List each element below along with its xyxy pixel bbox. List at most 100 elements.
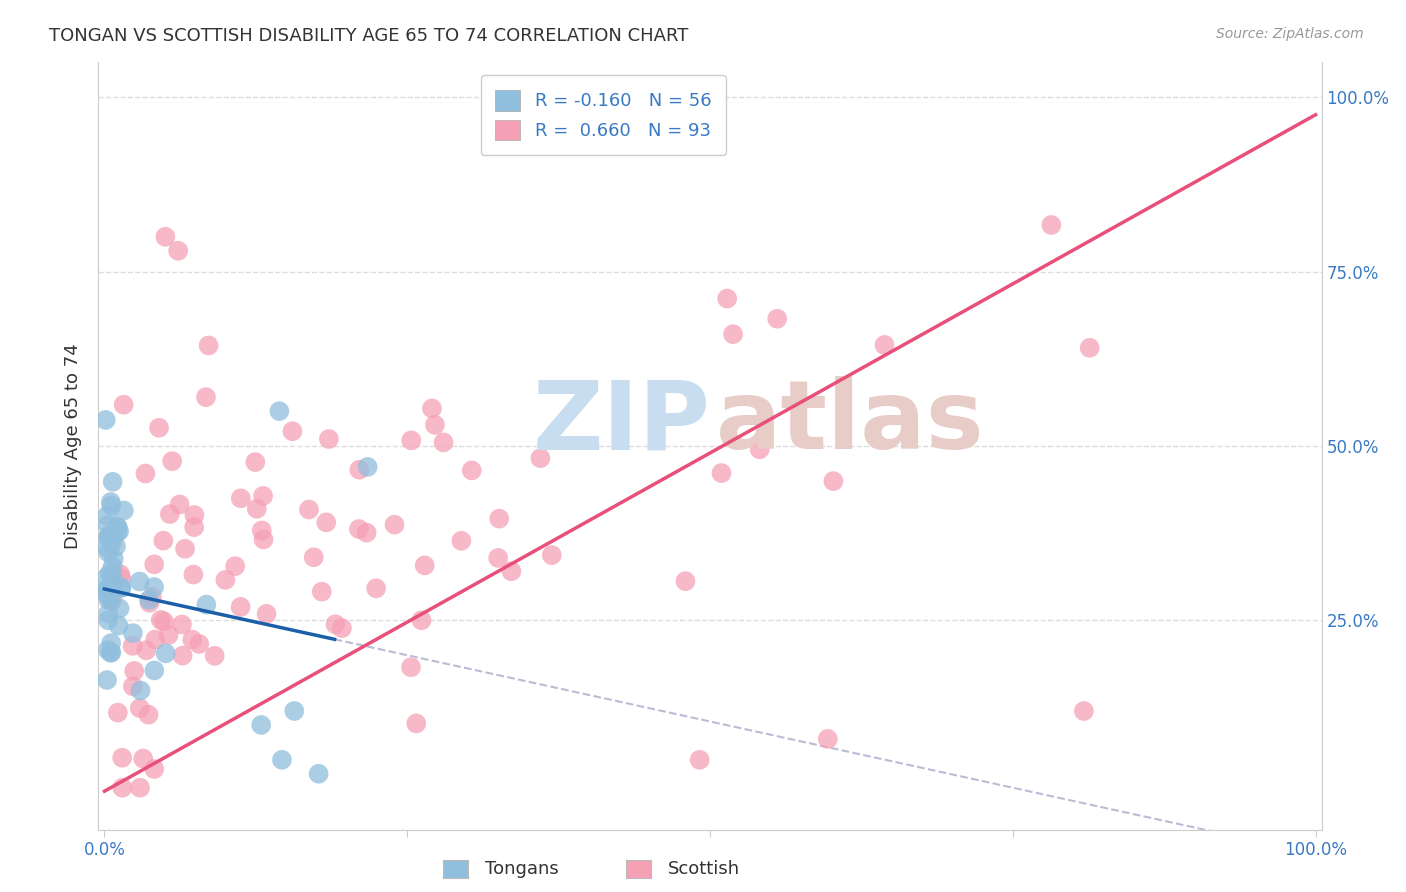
Point [214, 573, 236, 587]
Point [134, 467, 156, 481]
Point [121, 679, 143, 693]
Point [96, 540, 118, 554]
Point [96, 673, 118, 687]
Point [298, 502, 321, 516]
Point [128, 574, 150, 589]
Point [112, 503, 135, 517]
Point [132, 751, 155, 765]
Point [97, 530, 120, 544]
Point [103, 552, 125, 566]
Point [98, 528, 121, 542]
Point [97, 643, 120, 657]
Point [138, 707, 160, 722]
Point [748, 442, 770, 457]
Point [143, 632, 166, 647]
Point [170, 617, 193, 632]
Point [716, 292, 738, 306]
Point [411, 613, 433, 627]
Point [160, 454, 183, 468]
Point [325, 617, 347, 632]
Point [157, 628, 180, 642]
Point [347, 522, 370, 536]
Point [155, 229, 177, 244]
Point [96, 508, 118, 523]
Text: atlas: atlas [716, 376, 984, 469]
Point [100, 495, 122, 509]
Text: TONGAN VS SCOTTISH DISABILITY AGE 65 TO 74 CORRELATION CHART: TONGAN VS SCOTTISH DISABILITY AGE 65 TO … [49, 27, 689, 45]
Point [135, 643, 157, 657]
Point [138, 593, 160, 607]
Text: Tongans: Tongans [485, 860, 558, 878]
Point [98, 566, 121, 580]
Point [356, 525, 378, 540]
Point [155, 646, 177, 660]
Point [183, 508, 205, 522]
Point [101, 593, 124, 607]
Point [204, 648, 226, 663]
Point [143, 664, 166, 678]
Point [823, 474, 845, 488]
Point [94, 582, 117, 597]
Point [97, 582, 120, 596]
Point [183, 567, 205, 582]
Point [766, 311, 789, 326]
Y-axis label: Disability Age 65 to 74: Disability Age 65 to 74 [65, 343, 83, 549]
Point [501, 564, 523, 578]
Point [302, 550, 325, 565]
Point [181, 632, 204, 647]
Text: ZIP: ZIP [531, 376, 710, 469]
Text: Scottish: Scottish [668, 860, 740, 878]
Point [112, 398, 135, 412]
Point [172, 648, 194, 663]
Point [148, 421, 170, 435]
Point [101, 475, 124, 489]
Point [488, 511, 510, 525]
Point [111, 780, 134, 795]
Point [143, 762, 166, 776]
Point [873, 338, 896, 352]
Point [98, 582, 121, 597]
Point [250, 524, 273, 538]
Point [224, 559, 246, 574]
Point [96, 570, 118, 584]
Point [100, 594, 122, 608]
Point [107, 618, 129, 632]
Point [311, 584, 333, 599]
Point [100, 646, 122, 660]
Point [450, 533, 472, 548]
Point [318, 432, 340, 446]
Point [1040, 218, 1063, 232]
Point [97, 517, 120, 532]
Point [229, 599, 252, 614]
Point [107, 520, 129, 534]
Point [167, 244, 190, 258]
Point [349, 463, 371, 477]
Point [108, 524, 131, 539]
Point [197, 338, 219, 352]
Point [129, 683, 152, 698]
Legend: R = -0.160   N = 56, R =  0.660   N = 93: R = -0.160 N = 56, R = 0.660 N = 93 [481, 75, 725, 155]
Point [111, 750, 134, 764]
Point [423, 417, 446, 432]
Point [252, 489, 274, 503]
Point [97, 530, 120, 544]
Point [420, 401, 443, 416]
Point [121, 639, 143, 653]
Point [107, 520, 129, 534]
Point [529, 451, 551, 466]
Point [100, 536, 122, 550]
Point [100, 646, 122, 660]
Point [108, 601, 131, 615]
Point [110, 581, 132, 595]
Point [315, 516, 337, 530]
Point [366, 582, 388, 596]
Point [405, 716, 427, 731]
Point [122, 664, 145, 678]
Point [271, 753, 294, 767]
Point [245, 455, 267, 469]
Point [256, 607, 278, 621]
Point [94, 413, 117, 427]
Point [97, 613, 120, 627]
Point [710, 466, 733, 480]
Point [486, 550, 509, 565]
